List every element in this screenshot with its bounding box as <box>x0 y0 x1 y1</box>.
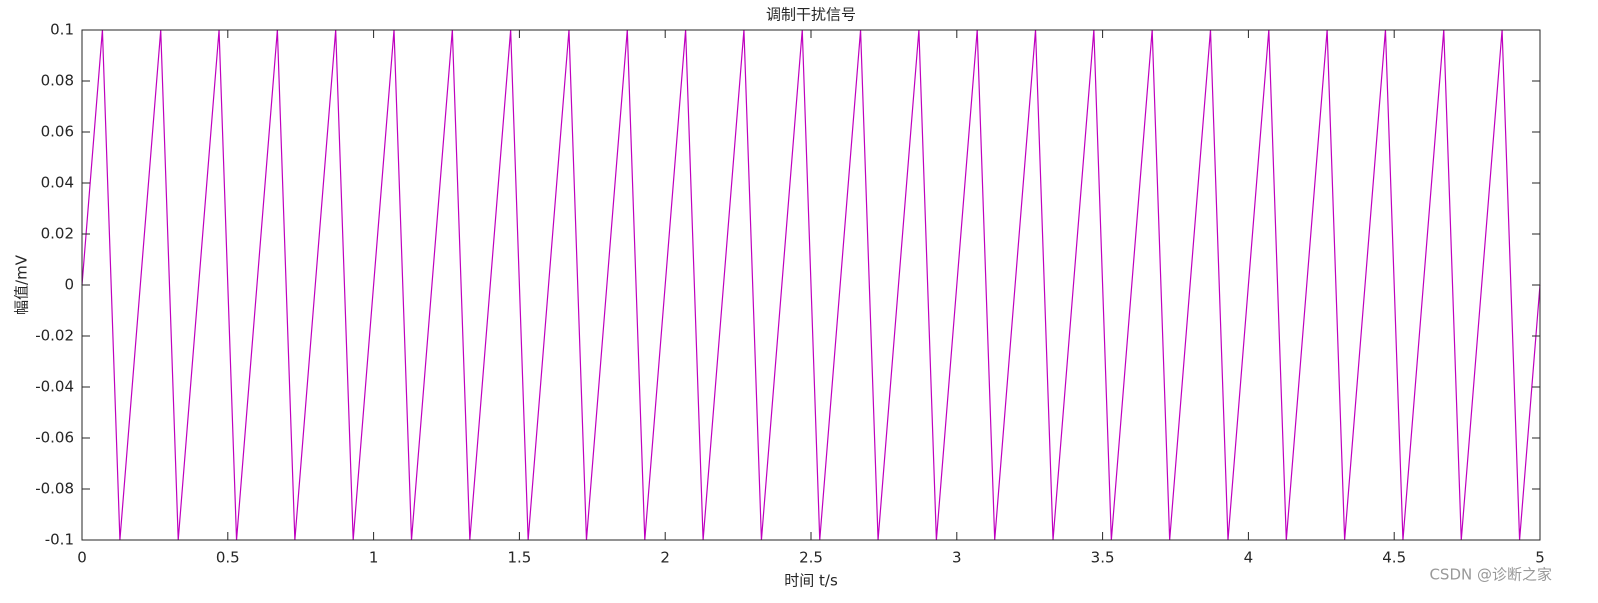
x-tick-label: 1.5 <box>507 549 531 567</box>
x-tick-label: 0 <box>77 549 87 567</box>
x-tick-label: 3.5 <box>1091 549 1115 567</box>
y-tick-label: -0.1 <box>45 531 74 549</box>
x-tick-label: 2 <box>660 549 670 567</box>
y-tick-label: 0.08 <box>41 72 74 90</box>
y-tick-label: -0.02 <box>35 327 74 345</box>
y-tick-label: -0.04 <box>35 378 74 396</box>
y-tick-label: 0.02 <box>41 225 74 243</box>
y-tick-label: 0.1 <box>50 21 74 39</box>
y-tick-label: -0.06 <box>35 429 74 447</box>
x-axis-label: 时间 t/s <box>784 572 838 590</box>
y-tick-label: -0.08 <box>35 480 74 498</box>
x-tick-label: 3 <box>952 549 962 567</box>
chart-title: 调制干扰信号 <box>766 6 856 24</box>
x-tick-label: 1 <box>369 549 379 567</box>
x-tick-label: 4.5 <box>1382 549 1406 567</box>
watermark: CSDN @诊断之家 <box>1429 566 1552 584</box>
x-tick-label: 0.5 <box>216 549 240 567</box>
x-tick-label: 2.5 <box>799 549 823 567</box>
x-tick-label: 5 <box>1535 549 1545 567</box>
y-tick-label: 0 <box>64 276 74 294</box>
x-tick-label: 4 <box>1244 549 1254 567</box>
signal-line <box>81 29 1541 541</box>
y-axis-label: 幅值/mV <box>13 254 31 315</box>
y-tick-label: 0.04 <box>41 174 74 192</box>
y-tick-label: 0.06 <box>41 123 74 141</box>
